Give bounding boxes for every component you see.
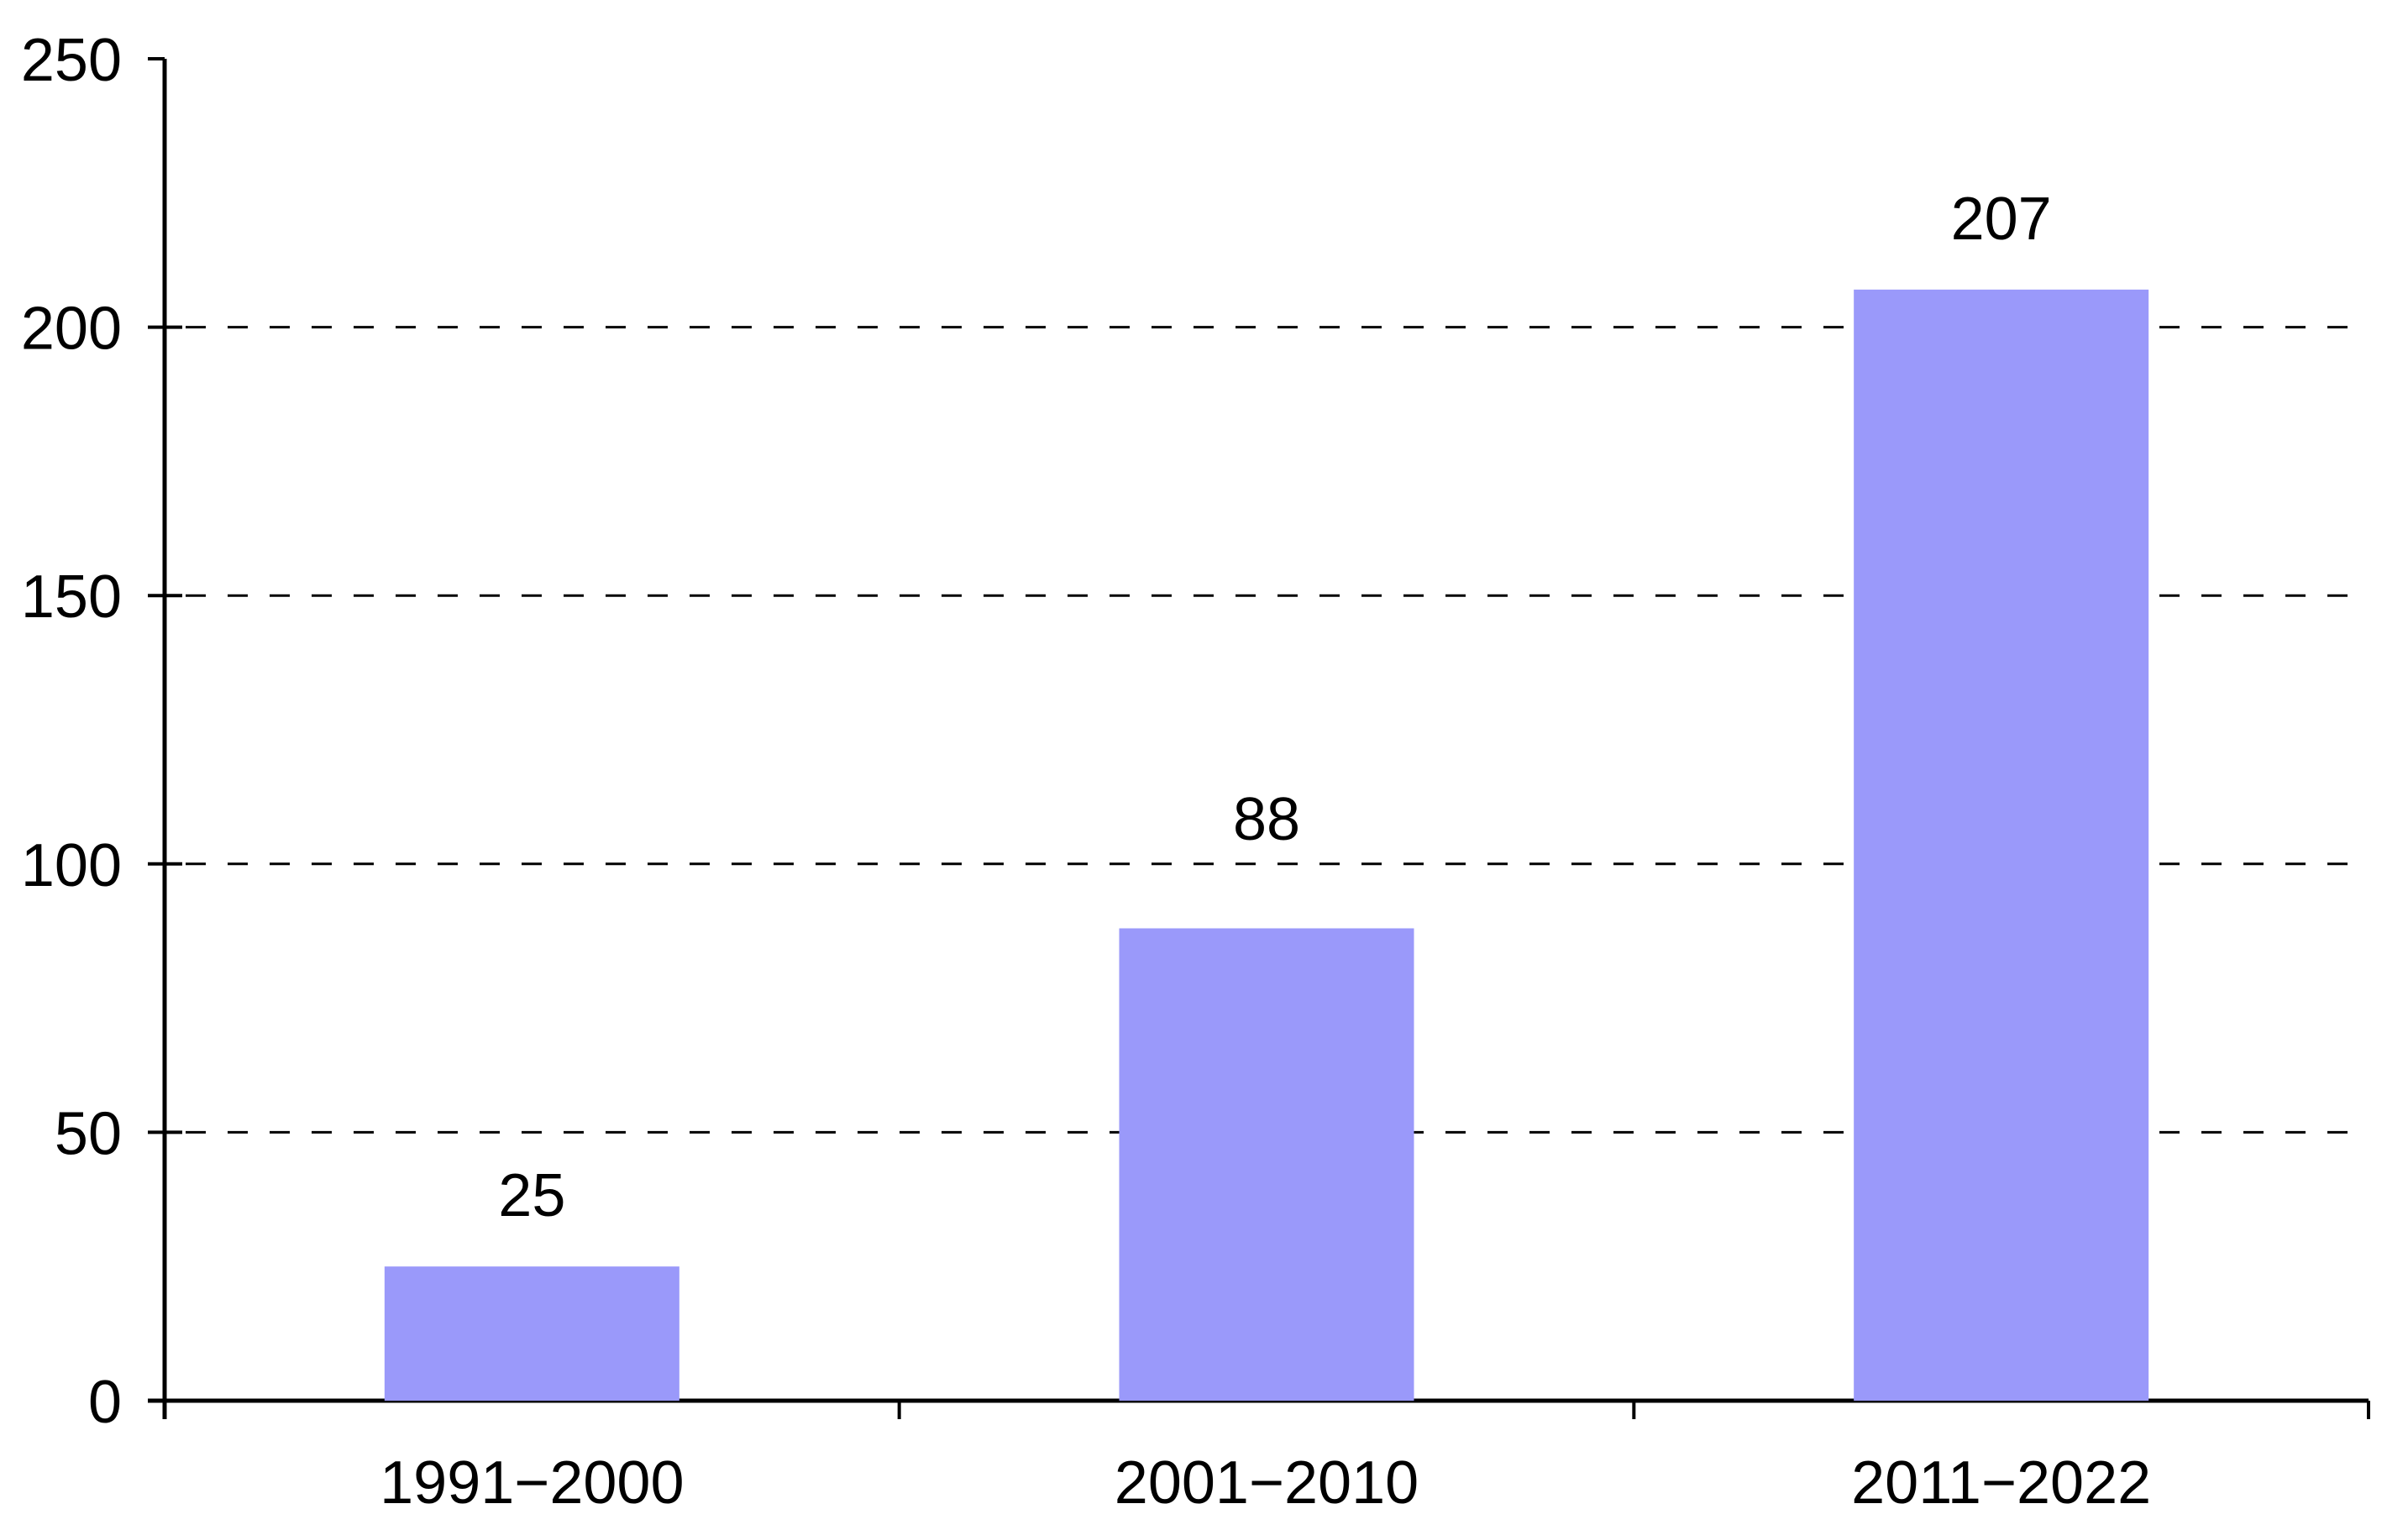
y-tick-label: 150	[21, 563, 122, 631]
bar-value-label: 207	[1951, 186, 2052, 253]
x-category-label: 1991−2000	[380, 1449, 684, 1517]
x-category-label: 2001−2010	[1115, 1449, 1419, 1517]
y-tick-label: 0	[88, 1369, 122, 1436]
bar	[384, 1266, 679, 1401]
y-tick-label: 100	[21, 832, 122, 899]
bar-value-label: 25	[498, 1162, 565, 1229]
y-tick-label: 250	[21, 27, 122, 94]
bar	[1854, 289, 2149, 1402]
y-tick-label: 50	[55, 1100, 122, 1167]
x-category-label: 2011−2022	[1851, 1449, 2151, 1517]
bar	[1119, 928, 1414, 1401]
bar-value-label: 88	[1233, 786, 1300, 853]
y-tick-label: 200	[21, 296, 122, 363]
